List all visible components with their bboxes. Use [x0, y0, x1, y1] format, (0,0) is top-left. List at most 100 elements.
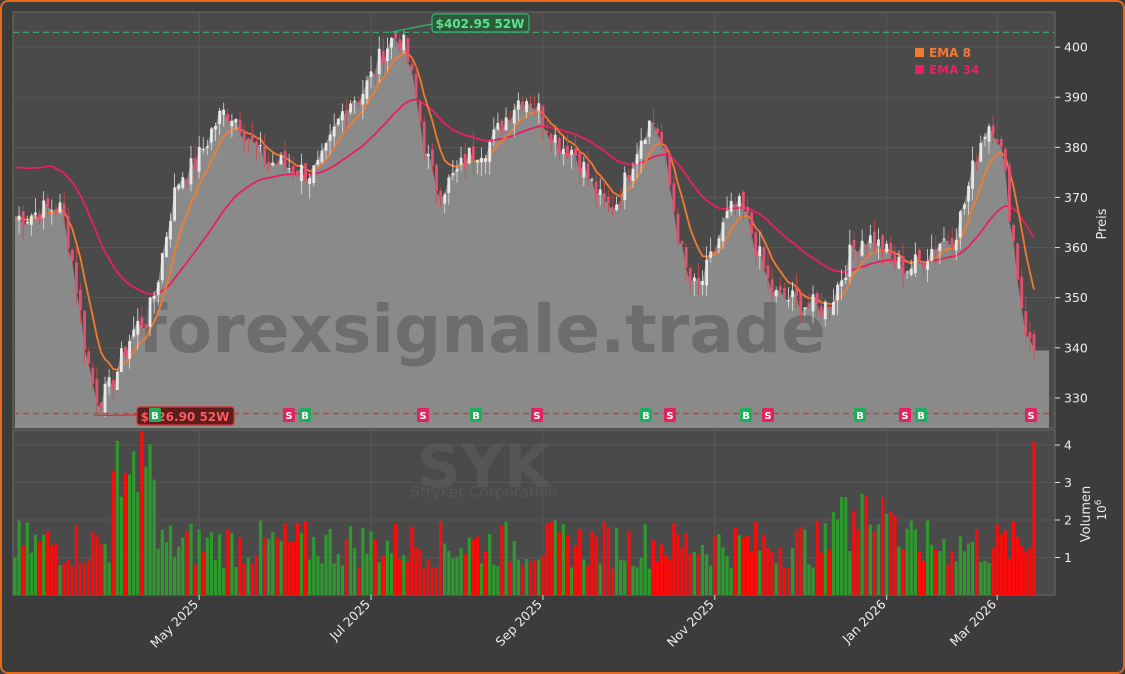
- volume-bar: [913, 529, 917, 595]
- volume-bar: [664, 555, 668, 595]
- candle: [156, 280, 160, 306]
- candle: [1012, 223, 1015, 245]
- candle: [62, 191, 66, 228]
- volume-bar: [897, 546, 901, 595]
- volume-bar: [160, 529, 164, 595]
- candle: [1008, 161, 1011, 224]
- volume-bar: [635, 567, 639, 595]
- candle: [459, 146, 463, 171]
- candle: [447, 174, 451, 205]
- candle: [647, 120, 651, 144]
- volume-bar: [173, 556, 177, 595]
- candle: [373, 69, 377, 86]
- volume-bar: [336, 554, 340, 595]
- volume-bar: [299, 532, 304, 595]
- sell-signal: S: [283, 408, 295, 422]
- svg-text:S: S: [666, 411, 673, 422]
- candle: [922, 262, 925, 278]
- buy-signal: B: [299, 408, 311, 422]
- candle: [136, 308, 140, 350]
- volume-bar: [917, 550, 922, 595]
- buy-signal: B: [640, 408, 652, 422]
- candle: [672, 175, 676, 215]
- candle: [766, 252, 770, 291]
- volume-bar: [455, 556, 459, 595]
- candle: [189, 146, 193, 192]
- volume-bar: [459, 548, 463, 595]
- volume-bar: [717, 533, 721, 595]
- candle: [312, 165, 316, 187]
- x-tick-label: Mar 2026: [947, 596, 1000, 649]
- volume-bar: [226, 529, 230, 595]
- volume-bar: [148, 444, 152, 595]
- candle: [38, 209, 41, 225]
- candle: [627, 168, 631, 184]
- candle: [357, 96, 361, 107]
- volume-bar: [348, 526, 353, 595]
- volume-bar: [533, 560, 537, 595]
- candle: [868, 224, 872, 249]
- candle: [639, 128, 643, 174]
- volume-bar: [569, 567, 574, 595]
- candle: [111, 371, 115, 400]
- candle: [83, 309, 86, 364]
- candle: [746, 197, 749, 215]
- svg-text:S: S: [533, 411, 540, 422]
- volume-panel: SYK Stryker Corporation 1 2 3 4 Volumen 106: [12, 429, 1109, 596]
- volume-bar: [434, 567, 439, 595]
- volume-bar: [479, 563, 484, 595]
- volume-bar: [700, 544, 705, 595]
- candle: [967, 181, 970, 216]
- x-tick-label: May 2025: [147, 597, 201, 651]
- candle: [811, 285, 815, 323]
- svg-text:S: S: [285, 411, 292, 422]
- svg-text:B: B: [917, 411, 925, 422]
- candle: [877, 228, 880, 260]
- volume-bar: [447, 550, 451, 595]
- candle: [905, 270, 909, 280]
- candle: [406, 35, 410, 65]
- candle: [95, 366, 99, 413]
- svg-text:S: S: [1027, 411, 1034, 422]
- low-52w-label: $326.90 52W: [141, 410, 230, 424]
- volume-bar: [778, 547, 782, 595]
- volume-bar: [553, 520, 557, 595]
- volume-bar: [840, 496, 844, 595]
- candle: [770, 267, 774, 301]
- candle: [840, 269, 844, 300]
- volume-bar: [42, 534, 46, 595]
- volume-bar: [651, 540, 656, 595]
- volume-bar: [164, 542, 169, 595]
- svg-text:B: B: [856, 411, 864, 422]
- volume-bar: [979, 561, 983, 595]
- volume-bar: [721, 547, 725, 595]
- volume-bar: [647, 568, 651, 595]
- volume-bar: [168, 525, 173, 595]
- candle: [124, 345, 127, 359]
- volume-bar: [692, 551, 696, 595]
- candle: [246, 137, 250, 154]
- candle: [120, 341, 123, 372]
- volume-bar: [516, 559, 520, 595]
- volume-bar: [115, 440, 119, 595]
- candle: [946, 233, 950, 246]
- volume-bar: [827, 550, 831, 595]
- volume-bar: [705, 554, 709, 595]
- volume-bar: [966, 543, 971, 595]
- volume-bar: [594, 536, 598, 595]
- volume-bar: [688, 553, 692, 595]
- volume-bar: [177, 546, 181, 595]
- candle: [165, 232, 168, 258]
- volume-bar: [344, 539, 349, 595]
- candle: [369, 56, 373, 89]
- candle: [222, 102, 226, 127]
- candle: [942, 227, 946, 242]
- candle: [872, 220, 876, 253]
- volume-bar: [659, 544, 664, 595]
- candle: [1003, 146, 1007, 179]
- candle: [91, 362, 95, 390]
- candle: [250, 122, 254, 143]
- volume-bar: [13, 557, 17, 595]
- candle: [774, 286, 778, 303]
- candle: [1028, 321, 1032, 352]
